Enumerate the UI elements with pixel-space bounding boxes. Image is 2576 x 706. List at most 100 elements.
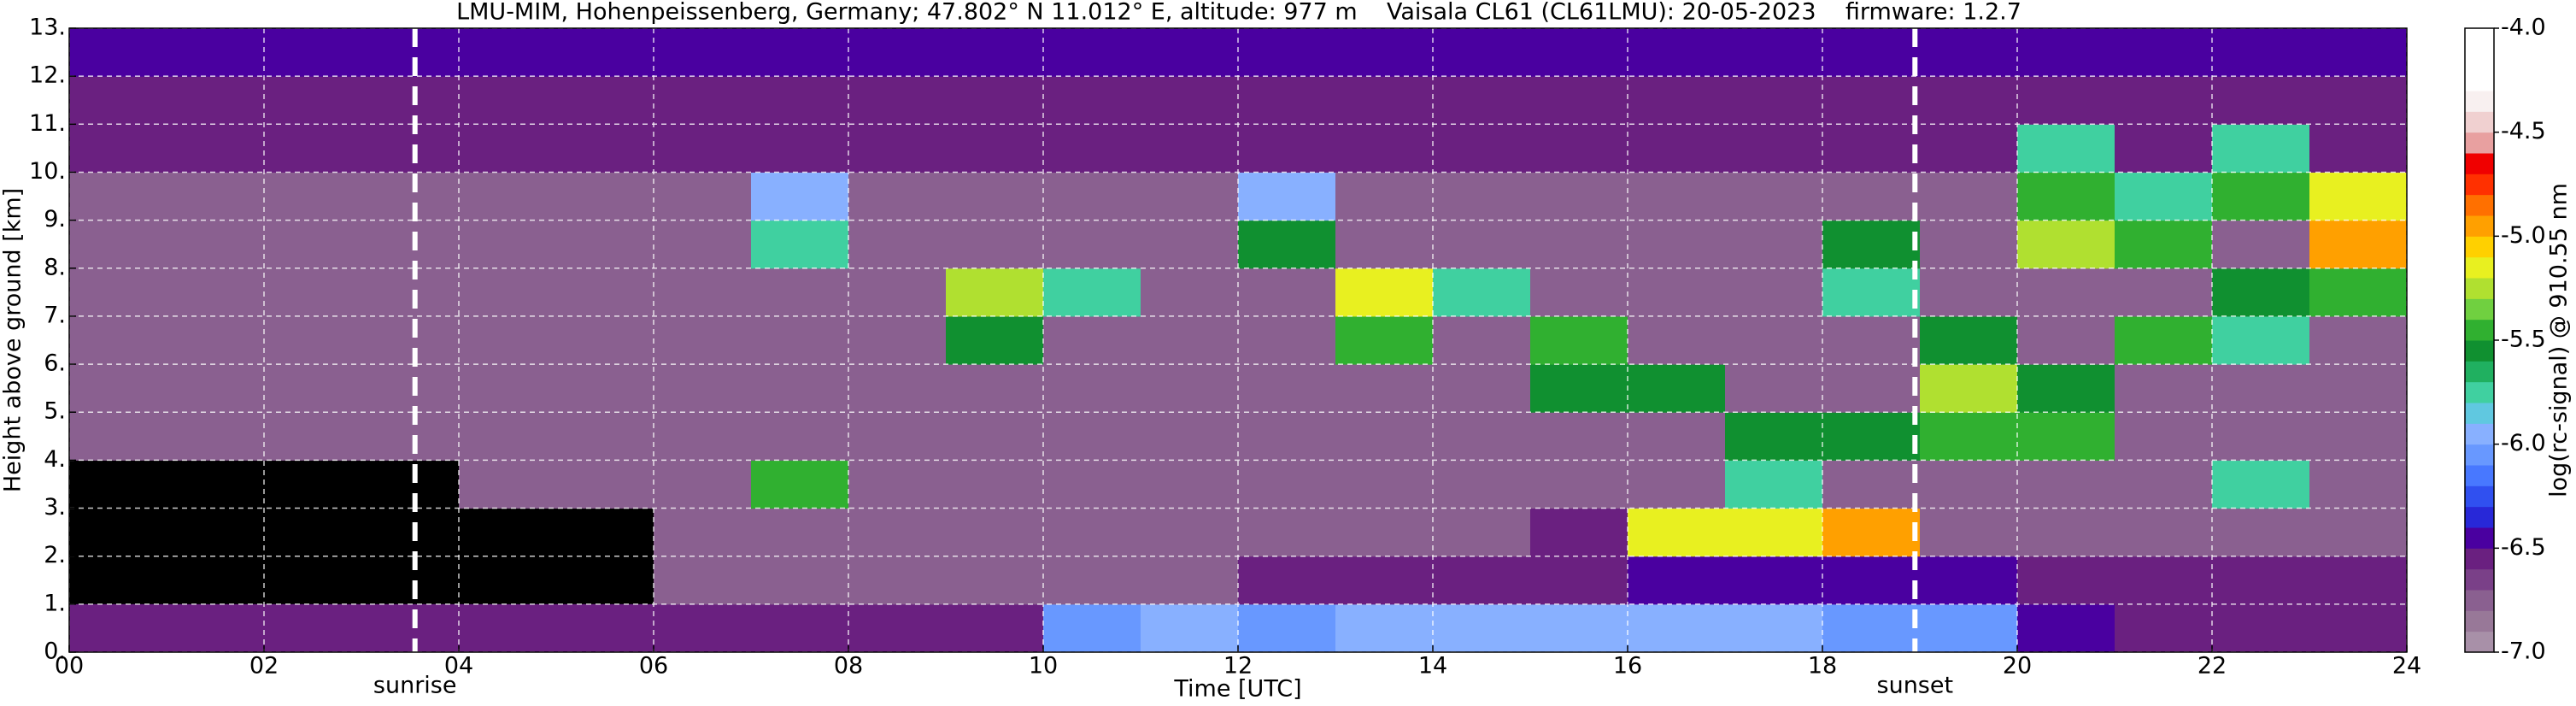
heatmap-cell <box>459 315 557 365</box>
heatmap-cell <box>2309 364 2408 413</box>
heatmap-cell <box>751 315 849 365</box>
heatmap-cell <box>1335 412 1434 461</box>
heatmap-cell <box>556 412 654 461</box>
y-tick-label: 11. <box>29 110 66 137</box>
heatmap-cell <box>1920 124 2018 173</box>
heatmap-cell <box>69 220 167 269</box>
heatmap-cell <box>1628 28 1726 77</box>
heatmap-cell <box>2115 220 2213 269</box>
heatmap-cell <box>1238 412 1336 461</box>
heatmap-cell <box>1238 28 1336 77</box>
heatmap-cell <box>1822 268 1921 317</box>
colorbar-tick-label: -4.0 <box>2501 15 2546 41</box>
heatmap-cell <box>1335 220 1434 269</box>
heatmap-cell <box>654 315 752 365</box>
heatmap-cell <box>751 28 849 77</box>
heatmap-cell <box>167 172 265 221</box>
x-tick-label: 12 <box>1223 653 1253 680</box>
heatmap-cell <box>1141 364 1239 413</box>
heatmap-cell <box>1725 508 1823 557</box>
heatmap-cell <box>946 508 1044 557</box>
heatmap-cell <box>1725 220 1823 269</box>
heatmap-cell <box>848 76 947 125</box>
heatmap-cell <box>1628 220 1726 269</box>
heatmap-cell <box>459 172 557 221</box>
heatmap-cell <box>1822 76 1921 125</box>
heatmap-cell <box>946 315 1044 365</box>
colorbar-label: log(rc-signal) @ 910.55 nm <box>2546 183 2573 497</box>
heatmap-cell <box>264 315 362 365</box>
heatmap-cell <box>848 220 947 269</box>
heatmap-cell <box>946 412 1044 461</box>
heatmap-cell <box>1043 220 1141 269</box>
y-tick-label: 4. <box>44 446 66 473</box>
x-tick-label: 04 <box>444 653 473 680</box>
colorbar-swatch <box>2465 527 2494 549</box>
heatmap-cell <box>556 268 654 317</box>
heatmap-cell <box>1238 220 1336 269</box>
colorbar-swatch <box>2465 132 2494 154</box>
colorbar-tick-label: -6.0 <box>2501 430 2546 456</box>
heatmap-cell <box>2212 460 2310 509</box>
heatmap-cell <box>1530 124 1628 173</box>
heatmap-cell <box>2115 460 2213 509</box>
heatmap-cell <box>1433 315 1531 365</box>
heatmap-cell <box>654 364 752 413</box>
heatmap-cell <box>1725 28 1823 77</box>
heatmap-cell <box>1628 315 1726 365</box>
heatmap-cell <box>1628 603 1726 653</box>
heatmap-cell <box>1141 556 1239 605</box>
heatmap-cell <box>2212 603 2310 653</box>
colorbar-swatch <box>2465 49 2494 71</box>
heatmap-cell <box>167 364 265 413</box>
heatmap-cell <box>69 268 167 317</box>
heatmap-cell <box>751 364 849 413</box>
heatmap-cell <box>751 508 849 557</box>
heatmap-cell <box>2115 315 2213 365</box>
heatmap-cell <box>1238 315 1336 365</box>
heatmap-cell <box>2017 460 2115 509</box>
heatmap-cell <box>751 172 849 221</box>
heatmap-cell <box>264 603 362 653</box>
heatmap-cell <box>848 460 947 509</box>
heatmap-cell <box>1141 28 1239 77</box>
heatmap-cell <box>1920 460 2018 509</box>
heatmap-cell <box>654 172 752 221</box>
heatmap-cell <box>1530 315 1628 365</box>
colorbar-swatch <box>2465 381 2494 403</box>
heatmap-cell <box>1043 364 1141 413</box>
heatmap-cell <box>2017 172 2115 221</box>
heatmap-cell <box>1920 556 2018 605</box>
heatmap-cell <box>459 460 557 509</box>
heatmap-cell <box>2212 172 2310 221</box>
colorbar-swatch <box>2465 403 2494 424</box>
heatmap-cell <box>1822 460 1921 509</box>
colorbar-tick-label: -5.0 <box>2501 222 2546 249</box>
heatmap-cell <box>1433 268 1531 317</box>
heatmap-cell <box>1335 460 1434 509</box>
heatmap-cell <box>1043 412 1141 461</box>
heatmap-cell <box>1335 124 1434 173</box>
x-tick-label: 00 <box>55 653 84 680</box>
heatmap-cell <box>1628 556 1726 605</box>
y-tick-label: 5. <box>44 398 66 425</box>
heatmap-cell <box>167 28 265 77</box>
colorbar-swatch <box>2465 69 2494 91</box>
heatmap-cell <box>946 124 1044 173</box>
heatmap-cell <box>1141 124 1239 173</box>
heatmap-cell <box>2115 268 2213 317</box>
heatmap-cell <box>2017 315 2115 365</box>
x-tick-label: 22 <box>2198 653 2227 680</box>
colorbar-swatch <box>2465 215 2494 237</box>
heatmap-cell <box>1725 268 1823 317</box>
colorbar-swatch <box>2465 631 2494 653</box>
heatmap-cell <box>2017 556 2115 605</box>
heatmap-cell <box>1043 603 1141 653</box>
colorbar-tick-label: -4.5 <box>2501 118 2546 144</box>
heatmap-cell <box>1920 603 2018 653</box>
heatmap-cell <box>2309 220 2408 269</box>
heatmap-cell <box>167 412 265 461</box>
colorbar-swatch <box>2465 444 2494 466</box>
heatmap-cell <box>751 124 849 173</box>
heatmap-cell <box>1238 508 1336 557</box>
